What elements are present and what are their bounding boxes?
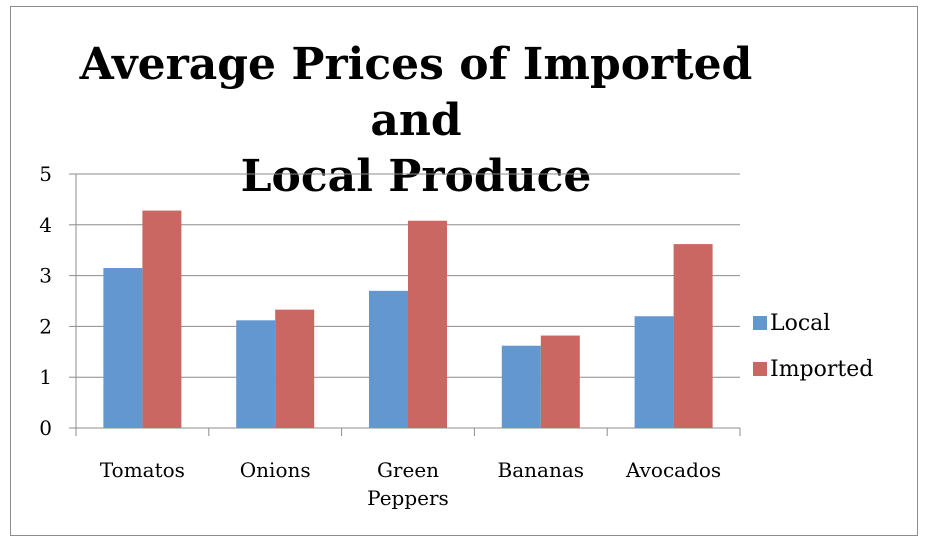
y-tick-label: 3 <box>39 264 52 288</box>
bar-imported <box>673 244 713 428</box>
bar-local <box>634 316 674 428</box>
y-tick-label: 4 <box>39 213 52 237</box>
bar-local <box>103 267 143 428</box>
x-category-label: Bananas <box>498 458 585 482</box>
bar-local <box>369 290 408 428</box>
x-category-label: Green <box>377 458 439 482</box>
chart-title-line-1: Average Prices of Imported and <box>79 39 753 146</box>
legend-label: Imported <box>770 357 873 382</box>
x-category-label: Onions <box>240 458 311 482</box>
bar-imported <box>142 210 182 428</box>
bar-imported <box>275 309 315 428</box>
y-tick-label: 5 <box>39 162 52 186</box>
legend-swatch <box>753 316 767 330</box>
legend-label: Local <box>770 311 830 336</box>
bar-local <box>501 345 541 428</box>
chart-title: Average Prices of Imported and Local Pro… <box>71 37 761 205</box>
y-tick-label: 2 <box>39 314 52 338</box>
bar-imported <box>408 220 447 428</box>
y-tick-label: 1 <box>39 365 52 389</box>
bar-imported <box>540 335 580 428</box>
x-category-label: Avocados <box>625 458 721 482</box>
legend-swatch <box>753 362 767 376</box>
y-tick-label: 0 <box>39 416 52 440</box>
x-category-label: Peppers <box>367 486 449 510</box>
bar-local <box>236 320 276 428</box>
chart-title-line-2: Local Produce <box>240 151 592 202</box>
x-category-label: Tomatos <box>100 458 185 482</box>
